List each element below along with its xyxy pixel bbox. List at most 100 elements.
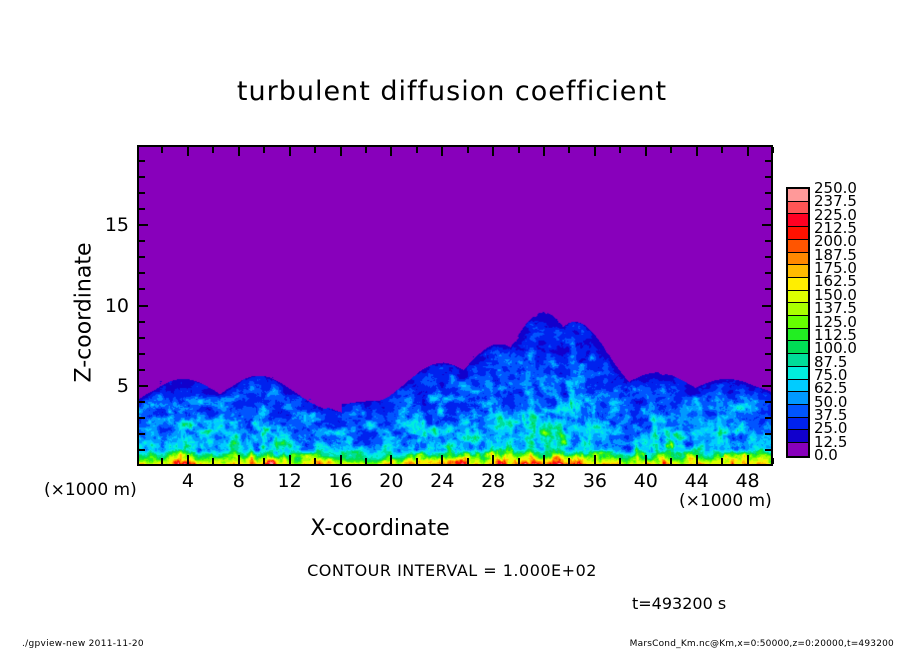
x-axis-tick [492, 455, 495, 464]
x-axis-tick [568, 147, 571, 153]
colorbar-tick-label: 187.5 [814, 245, 857, 264]
x-tick-label: 48 [735, 470, 760, 492]
colorbar-band [788, 341, 808, 355]
x-axis-tick [543, 147, 546, 156]
y-axis-tick [139, 208, 145, 211]
colorbar-band [788, 303, 808, 317]
colorbar-band [788, 214, 808, 228]
colorbar-band [788, 366, 808, 380]
y-axis-tick [139, 320, 145, 323]
colorbar-tick-label: 225.0 [814, 205, 857, 224]
y-axis-tick [765, 448, 771, 451]
colorbar-band [788, 404, 808, 418]
x-axis-tick [212, 458, 215, 464]
x-axis-tick [415, 147, 418, 153]
colorbar-tick-label: 212.5 [814, 219, 857, 238]
y-axis-tick [139, 160, 145, 163]
x-axis-tick [695, 455, 698, 464]
y-axis-tick [139, 400, 145, 403]
x-axis-tick [746, 147, 749, 156]
x-tick-label: 8 [232, 470, 245, 492]
y-axis-tick [765, 176, 771, 179]
x-axis-tick [644, 147, 647, 156]
y-axis-tick [139, 288, 145, 291]
y-axis-tick [139, 432, 145, 435]
colorbar-band [788, 252, 808, 266]
colorbar-tick-label: 237.5 [814, 192, 857, 211]
x-axis-unit-label: (×1000 m) [679, 491, 772, 511]
x-axis-tick [314, 147, 317, 153]
y-axis-tick [765, 240, 771, 243]
x-axis-tick [593, 147, 596, 156]
colorbar-tick-label: 137.5 [814, 299, 857, 318]
colorbar-band [788, 354, 808, 367]
y-axis-title: Z-coordinate [71, 242, 97, 383]
y-axis-tick [139, 256, 145, 259]
y-axis-tick [139, 416, 145, 419]
y-axis-tick [765, 416, 771, 419]
y-axis-tick [762, 224, 771, 227]
colorbar-tick-label: 75.0 [814, 365, 848, 384]
x-axis-tick [695, 147, 698, 156]
y-axis-tick [139, 224, 148, 227]
colorbar-band [788, 265, 808, 278]
colorbar-tick-label: 200.0 [814, 232, 857, 251]
y-axis-tick [765, 336, 771, 339]
z-axis-unit-label: (×1000 m) [44, 480, 137, 500]
y-tick-label: 5 [116, 374, 129, 397]
y-axis-tick [139, 368, 145, 371]
y-axis-tick [139, 336, 145, 339]
footer-source: MarsCond_Km.nc@Km,x=0:50000,z=0:20000,t=… [629, 639, 894, 649]
y-axis-tick [765, 432, 771, 435]
y-axis-tick [139, 352, 145, 355]
y-axis-tick [765, 272, 771, 275]
colorbar-tick-label: 100.0 [814, 339, 857, 358]
x-axis-tick [237, 455, 240, 464]
x-axis-tick [441, 147, 444, 156]
x-axis-tick [619, 147, 622, 153]
x-axis-tick [263, 147, 266, 153]
colorbar [786, 187, 810, 458]
colorbar-tick-labels: 250.0 237.5 225.0 212.5 200.0 187.5 175.0 162.5… [814, 180, 894, 466]
colorbar-band [788, 227, 808, 240]
colorbar-band [788, 392, 808, 405]
timestamp-note: t=493200 s [632, 594, 727, 613]
x-axis-tick [339, 147, 342, 156]
x-tick-label: 24 [430, 470, 455, 492]
x-axis-tick [263, 458, 266, 464]
x-axis-tick [568, 458, 571, 464]
y-axis-tick [765, 208, 771, 211]
colorbar-tick-label: 50.0 [814, 392, 848, 411]
x-axis-tick [212, 147, 215, 153]
x-axis-tick [161, 147, 164, 153]
x-axis-tick [314, 458, 317, 464]
y-axis-tick [762, 304, 771, 307]
y-axis-tick [762, 384, 771, 387]
x-axis-tick [593, 455, 596, 464]
x-axis-tick [441, 455, 444, 464]
x-tick-label: 36 [582, 470, 607, 492]
turbulence-field-canvas [139, 147, 771, 464]
colorbar-tick-label: 112.5 [814, 325, 857, 344]
colorbar-tick-label: 162.5 [814, 272, 857, 291]
colorbar-tick-label: 150.0 [814, 285, 857, 304]
x-axis-tick [466, 458, 469, 464]
x-axis-tick [364, 458, 367, 464]
x-tick-label: 32 [531, 470, 557, 492]
y-axis-tick [139, 384, 148, 387]
y-axis-tick [765, 400, 771, 403]
colorbar-tick-label: 87.5 [814, 352, 848, 371]
x-axis-tick [772, 147, 774, 153]
contour-plot-area [137, 145, 773, 466]
x-tick-label: 4 [181, 470, 194, 492]
y-axis-tick [765, 352, 771, 355]
colorbar-tick-label: 250.0 [814, 179, 857, 197]
x-axis-tick [415, 458, 418, 464]
x-tick-label: 40 [633, 470, 658, 492]
x-axis-tick [772, 458, 774, 464]
x-axis-tick [186, 147, 189, 156]
colorbar-band [788, 379, 808, 393]
x-axis-tick [339, 455, 342, 464]
x-axis-title: X-coordinate [310, 516, 450, 541]
